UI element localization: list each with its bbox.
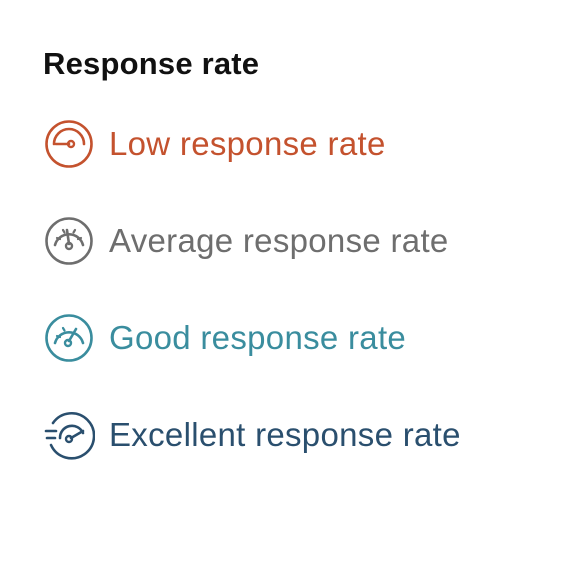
legend-label-excellent: Excellent response rate: [109, 416, 461, 453]
gauge-average-icon: [45, 217, 93, 265]
legend-item-excellent: Excellent response rate: [43, 407, 584, 463]
legend-title: Response rate: [43, 46, 260, 81]
legend-item-average: Average response rate: [43, 213, 584, 269]
gauge-excellent-icon: [44, 412, 95, 460]
gauge-good-icon: [45, 314, 93, 362]
legend-label-low: Low response rate: [109, 125, 386, 162]
legend-label-good: Good response rate: [109, 319, 407, 356]
response-rate-legend: Low response rate Average response rate: [43, 116, 584, 463]
legend-item-good: Good response rate: [43, 310, 584, 366]
legend-item-low: Low response rate: [43, 116, 584, 172]
gauge-low-icon: [45, 120, 93, 168]
legend-label-average: Average response rate: [109, 222, 449, 259]
